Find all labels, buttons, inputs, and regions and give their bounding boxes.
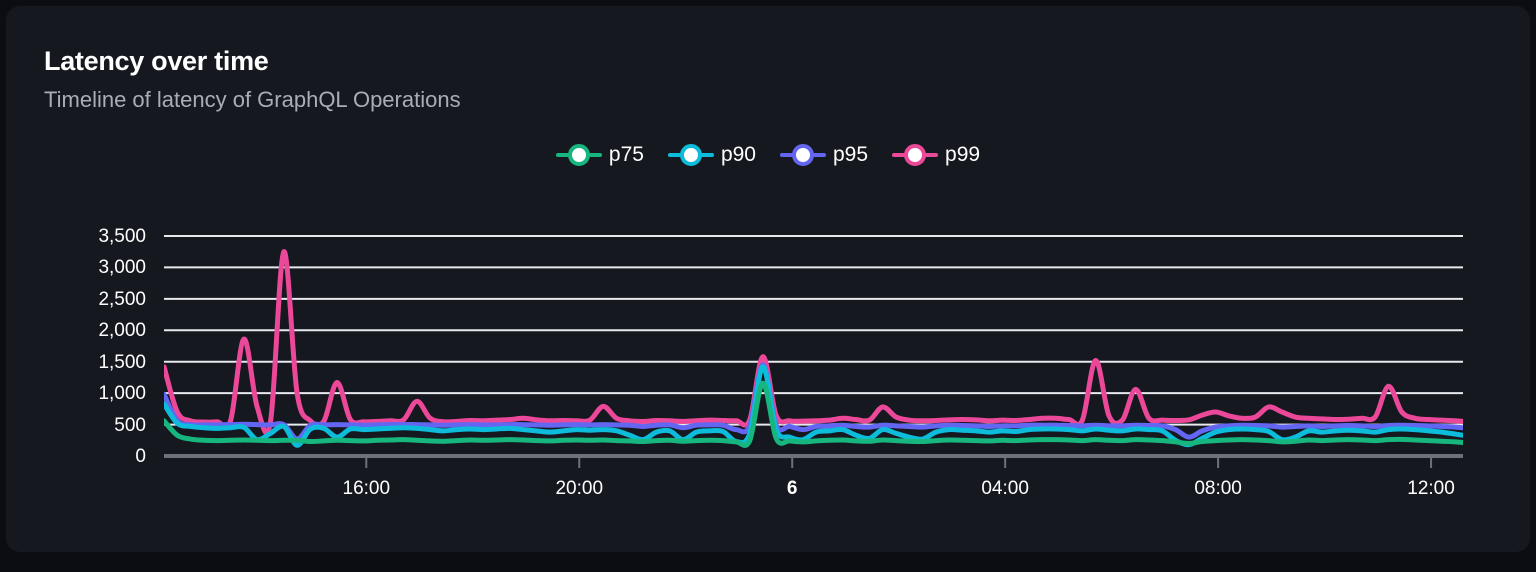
- series-line-p90: [164, 364, 1463, 448]
- x-axis-tick-label: 04:00: [981, 478, 1029, 499]
- legend-item-p99[interactable]: p99: [892, 144, 980, 166]
- page-title: Latency over time: [44, 46, 269, 76]
- y-axis-tick-label: 3,000: [98, 257, 146, 279]
- legend-item-p95[interactable]: p95: [780, 144, 868, 166]
- chart-legend: p75 p90 p95 p99: [6, 144, 1530, 166]
- x-axis-tick-label: 16:00: [342, 478, 391, 499]
- legend-marker-icon: [667, 144, 714, 166]
- legend-label: p95: [833, 143, 869, 166]
- legend-label: p99: [945, 143, 981, 166]
- series-line-p75: [164, 380, 1463, 448]
- legend-marker-icon: [555, 144, 602, 166]
- y-axis-tick-label: 2,500: [98, 288, 146, 310]
- legend-label: p75: [608, 143, 644, 166]
- series-line-p99: [164, 249, 1463, 435]
- line-chart-svg: [164, 235, 1463, 468]
- series-line-p95: [164, 362, 1463, 442]
- chart-subtitle: Timeline of latency of GraphQL Operation…: [44, 87, 461, 112]
- x-axis-tick-label: 20:00: [555, 478, 604, 499]
- legend-item-p90[interactable]: p90: [667, 143, 756, 166]
- legend-item-p75[interactable]: p75: [555, 143, 644, 166]
- x-axis-tick-label: 12:00: [1407, 478, 1455, 499]
- series-group: [164, 249, 1463, 448]
- legend-marker-icon: [892, 144, 939, 166]
- legend-label: p90: [720, 143, 756, 166]
- y-axis-tick-label: 1,000: [98, 383, 146, 405]
- plot-area: 0 500 1,000 1,500 2,000 2,500 3,000 3,500 16:00 2…: [6, 196, 1530, 526]
- chart-card: Latency over time Timeline of latency of…: [6, 6, 1530, 552]
- x-axis-tick-label: 08:00: [1194, 478, 1242, 499]
- y-axis-tick-label: 0: [135, 446, 146, 467]
- y-axis-tick-label: 2,000: [98, 320, 146, 342]
- y-axis-tick-label: 1,500: [98, 351, 146, 373]
- chart-header: Latency over time Timeline of latency of…: [44, 44, 461, 115]
- legend-marker-icon: [780, 144, 826, 166]
- x-axis-tick-label: 6: [786, 478, 798, 499]
- y-axis-tick-label: 3,500: [98, 226, 146, 247]
- y-axis-tick-label: 500: [114, 414, 146, 436]
